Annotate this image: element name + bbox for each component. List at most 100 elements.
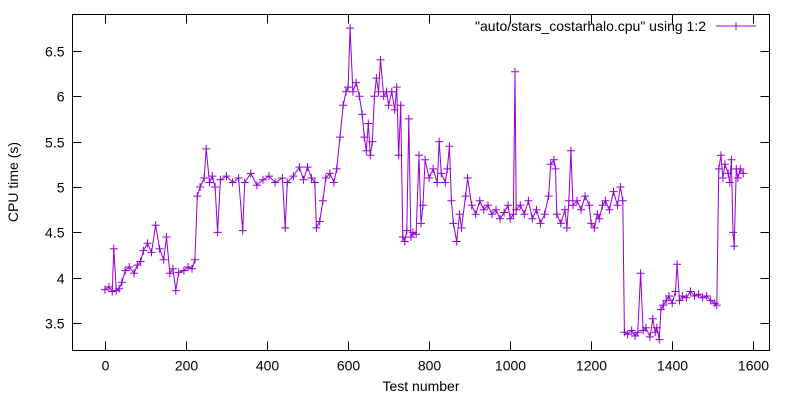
data-point-marker — [281, 223, 290, 232]
data-point-marker — [376, 55, 385, 64]
data-point-marker — [202, 144, 211, 153]
y-tick-label: 3.5 — [45, 316, 65, 332]
series-line — [104, 28, 744, 340]
data-point-marker — [394, 151, 403, 160]
x-tick-label: 1000 — [495, 358, 526, 374]
data-point-marker — [633, 328, 642, 337]
data-point-marker — [724, 169, 733, 178]
y-tick-label: 4 — [57, 271, 65, 287]
data-point-marker — [105, 282, 113, 291]
data-point-marker — [652, 323, 661, 332]
data-point-marker — [569, 201, 577, 210]
data-point-marker — [646, 332, 654, 341]
data-point-marker — [675, 296, 684, 305]
data-point-marker — [556, 219, 565, 228]
data-point-marker — [190, 255, 199, 264]
data-point-marker — [325, 169, 334, 178]
data-point-marker — [346, 24, 355, 33]
data-point-marker — [408, 228, 417, 237]
data-point-marker — [372, 74, 381, 83]
data-point-marker — [720, 160, 729, 169]
data-point-marker — [668, 299, 677, 308]
data-point-marker — [125, 263, 134, 271]
data-point-marker — [511, 67, 519, 76]
data-point-marker — [595, 214, 604, 223]
data-point-marker — [188, 264, 196, 273]
x-tick-label: 0 — [102, 358, 110, 374]
data-point-marker — [656, 305, 665, 314]
data-point-marker — [121, 266, 130, 275]
data-point-marker — [449, 219, 458, 228]
data-point-marker — [336, 133, 344, 142]
x-tick-label: 200 — [175, 358, 199, 374]
data-point-marker — [433, 178, 442, 187]
data-point-marker — [143, 239, 152, 248]
data-point-marker — [240, 178, 249, 187]
data-point-marker — [598, 201, 607, 210]
x-tick-label: 1600 — [738, 358, 769, 374]
data-point-marker — [246, 169, 255, 178]
data-point-marker — [289, 172, 298, 181]
data-point-marker — [536, 219, 545, 228]
data-point-marker — [130, 269, 139, 278]
legend-marker-sample — [732, 22, 740, 30]
data-point-marker — [115, 284, 124, 293]
data-point-marker — [487, 210, 496, 219]
data-point-marker — [618, 196, 627, 205]
data-point-marker — [147, 248, 156, 257]
data-point-marker — [404, 114, 413, 123]
data-point-marker — [682, 293, 691, 302]
data-point-marker — [425, 174, 434, 182]
data-point-marker — [455, 210, 464, 219]
data-point-marker — [562, 223, 571, 232]
data-point-marker — [441, 178, 450, 187]
data-point-marker — [506, 214, 515, 223]
data-point-marker — [355, 92, 364, 101]
data-point-marker — [415, 151, 423, 160]
data-point-marker — [686, 287, 695, 296]
data-point-marker — [136, 257, 145, 266]
data-point-marker — [662, 296, 671, 305]
data-point-marker — [659, 301, 668, 310]
data-point-marker — [651, 328, 660, 337]
data-point-marker — [483, 201, 492, 210]
data-point-marker — [211, 183, 220, 191]
data-point-marker — [312, 223, 321, 232]
data-point-marker — [445, 142, 454, 151]
data-point-marker — [374, 87, 383, 96]
data-point-marker — [641, 323, 650, 332]
data-point-marker — [504, 201, 513, 210]
data-point-marker — [698, 293, 707, 302]
data-point-marker — [725, 178, 734, 187]
data-point-marker — [560, 205, 569, 214]
data-point-marker — [620, 328, 629, 337]
y-axis-label: CPU time (s) — [5, 142, 21, 222]
data-point-marker — [714, 164, 723, 173]
data-point-marker — [577, 205, 586, 214]
x-axis-label: Test number — [382, 378, 459, 394]
data-point-marker — [208, 172, 217, 181]
data-point-marker — [457, 223, 466, 232]
data-point-marker — [234, 174, 243, 182]
data-point-marker — [348, 87, 357, 96]
data-point-marker — [390, 105, 399, 114]
data-point-marker — [564, 196, 573, 205]
data-point-marker — [379, 92, 388, 101]
data-point-marker — [384, 101, 393, 110]
data-point-marker — [165, 269, 174, 278]
data-point-marker — [315, 217, 324, 226]
data-point-marker — [364, 119, 373, 128]
data-point-marker — [171, 286, 180, 295]
data-point-marker — [702, 292, 711, 300]
data-point-marker — [200, 174, 209, 182]
data-point-marker — [736, 164, 745, 173]
data-point-marker — [329, 178, 338, 187]
data-point-marker — [655, 335, 664, 344]
y-tick-label: 4.5 — [45, 225, 65, 241]
data-point-marker — [551, 164, 560, 173]
data-point-marker — [463, 174, 472, 182]
data-point-marker — [581, 192, 590, 201]
data-point-marker — [512, 205, 521, 214]
y-tick-label: 6.5 — [45, 44, 65, 60]
data-point-marker — [429, 164, 438, 173]
